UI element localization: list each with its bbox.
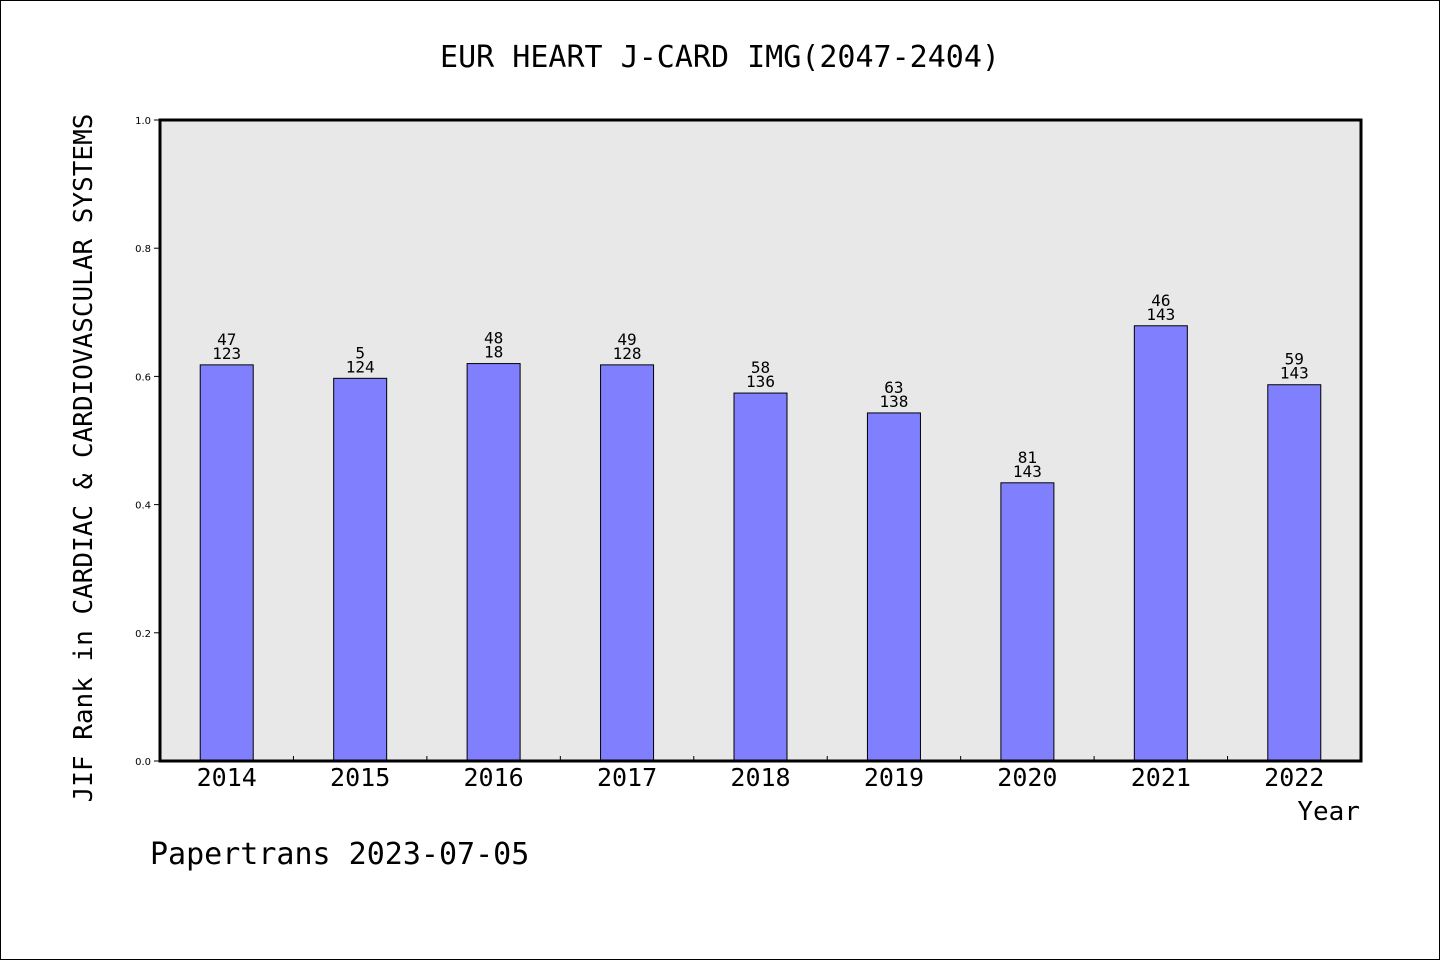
y-tick-label: 0.4 bbox=[135, 501, 151, 512]
bar-label-top: 47 bbox=[217, 330, 236, 349]
bar-label-bottom: 143 bbox=[1280, 364, 1309, 383]
y-axis: 0.0 0.2 0.4 0.6 0.8 1.0 bbox=[135, 116, 160, 768]
bar bbox=[733, 392, 788, 762]
chart-title: EUR HEART J-CARD IMG(2047-2404) bbox=[440, 40, 1000, 75]
bar bbox=[199, 364, 254, 762]
y-tick-label: 0.2 bbox=[135, 629, 151, 640]
x-tick-label: 2016 bbox=[464, 763, 524, 792]
x-tick-label: 2018 bbox=[730, 763, 790, 792]
y-tick-label: 0.0 bbox=[135, 757, 151, 768]
bar bbox=[333, 377, 388, 762]
bar-label-top: 49 bbox=[617, 330, 636, 349]
x-axis: 2014 2015 2016 2017 2018 2019 2020 2021 2022 bbox=[197, 756, 1324, 792]
x-tick-label: 2022 bbox=[1264, 763, 1324, 792]
bar bbox=[1133, 325, 1188, 762]
bar-label-top: 48 bbox=[484, 329, 503, 348]
x-tick-label: 2021 bbox=[1131, 763, 1191, 792]
bar-label-bottom: 136 bbox=[746, 372, 775, 391]
bar-label-top: 58 bbox=[751, 358, 770, 377]
footer-credit: Papertrans 2023-07-05 bbox=[150, 837, 529, 872]
bar bbox=[466, 363, 521, 762]
plot-border bbox=[158, 118, 1363, 763]
bar-label-bottom: 128 bbox=[613, 344, 642, 363]
bar-label-top: 46 bbox=[1151, 291, 1170, 310]
x-tick-label: 2020 bbox=[997, 763, 1057, 792]
y-axis-label: JIF Rank in CARDIAC & CARDIOVASCULAR SYS… bbox=[69, 114, 99, 803]
bar bbox=[866, 412, 921, 762]
bar-label-bottom: 138 bbox=[879, 392, 908, 411]
x-tick-label: 2015 bbox=[330, 763, 390, 792]
bar-label-bottom: 143 bbox=[1146, 305, 1175, 324]
x-tick-label: 2014 bbox=[197, 763, 257, 792]
bar-label-bottom: 124 bbox=[346, 357, 375, 376]
bar-label-top: 63 bbox=[884, 378, 903, 397]
y-tick-label: 0.6 bbox=[135, 372, 151, 383]
bar bbox=[600, 364, 655, 762]
bar-label-top: 59 bbox=[1285, 350, 1304, 369]
bar-label-top: 5 bbox=[355, 343, 365, 362]
y-tick-label: 1.0 bbox=[135, 116, 151, 127]
x-tick-label: 2019 bbox=[864, 763, 924, 792]
x-axis-label: Year bbox=[1297, 797, 1360, 827]
bar bbox=[1000, 482, 1055, 762]
y-tick-label: 0.8 bbox=[135, 244, 151, 255]
bar-label-bottom: 143 bbox=[1013, 462, 1042, 481]
bar bbox=[1267, 384, 1322, 762]
x-tick-label: 2017 bbox=[597, 763, 657, 792]
bar-label-bottom: 123 bbox=[212, 344, 241, 363]
bar-label-bottom: 18 bbox=[484, 343, 503, 362]
bar-label-top: 81 bbox=[1018, 448, 1037, 467]
